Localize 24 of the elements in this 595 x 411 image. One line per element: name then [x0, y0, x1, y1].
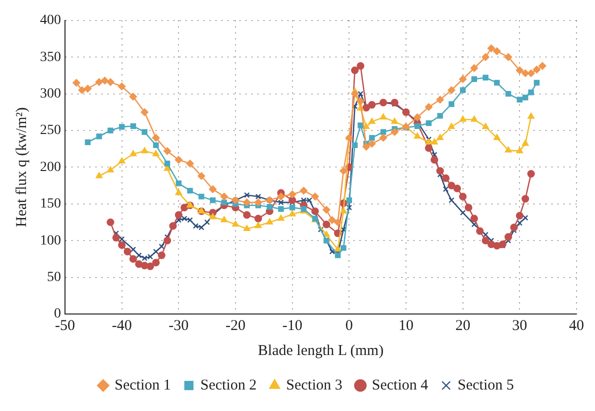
- y-tick-label: 400: [40, 13, 61, 28]
- x-tick-label: -40: [112, 318, 132, 334]
- y-tick-label: 50: [47, 270, 61, 285]
- x-tick-label: -10: [282, 318, 302, 334]
- x-tick-label: 30: [512, 318, 528, 334]
- x-tick-label: 40: [569, 318, 584, 334]
- x-tick-label: -20: [226, 318, 246, 334]
- legend-label: Section 4: [372, 377, 429, 394]
- y-tick-label: 100: [40, 233, 61, 248]
- legend-label: Section 1: [114, 377, 171, 394]
- legend-label: Section 5: [458, 377, 514, 394]
- x-axis-title: Blade length L (mm): [258, 342, 384, 359]
- y-tick-label: 350: [40, 50, 61, 65]
- x-tick-label: 20: [455, 318, 470, 334]
- y-tick-label: 250: [40, 123, 61, 138]
- y-tick-label: 200: [40, 160, 61, 175]
- y-tick-label: 150: [40, 196, 61, 212]
- x-tick-label: 10: [398, 318, 414, 334]
- legend-label: Section 2: [200, 377, 257, 394]
- y-axis-title: Heat flux q (kw/m²): [14, 107, 30, 228]
- y-tick-label: 300: [40, 86, 61, 102]
- x-tick-label: -30: [168, 318, 189, 334]
- legend-label: Section 3: [286, 377, 342, 394]
- x-tick-label: 0: [345, 318, 353, 334]
